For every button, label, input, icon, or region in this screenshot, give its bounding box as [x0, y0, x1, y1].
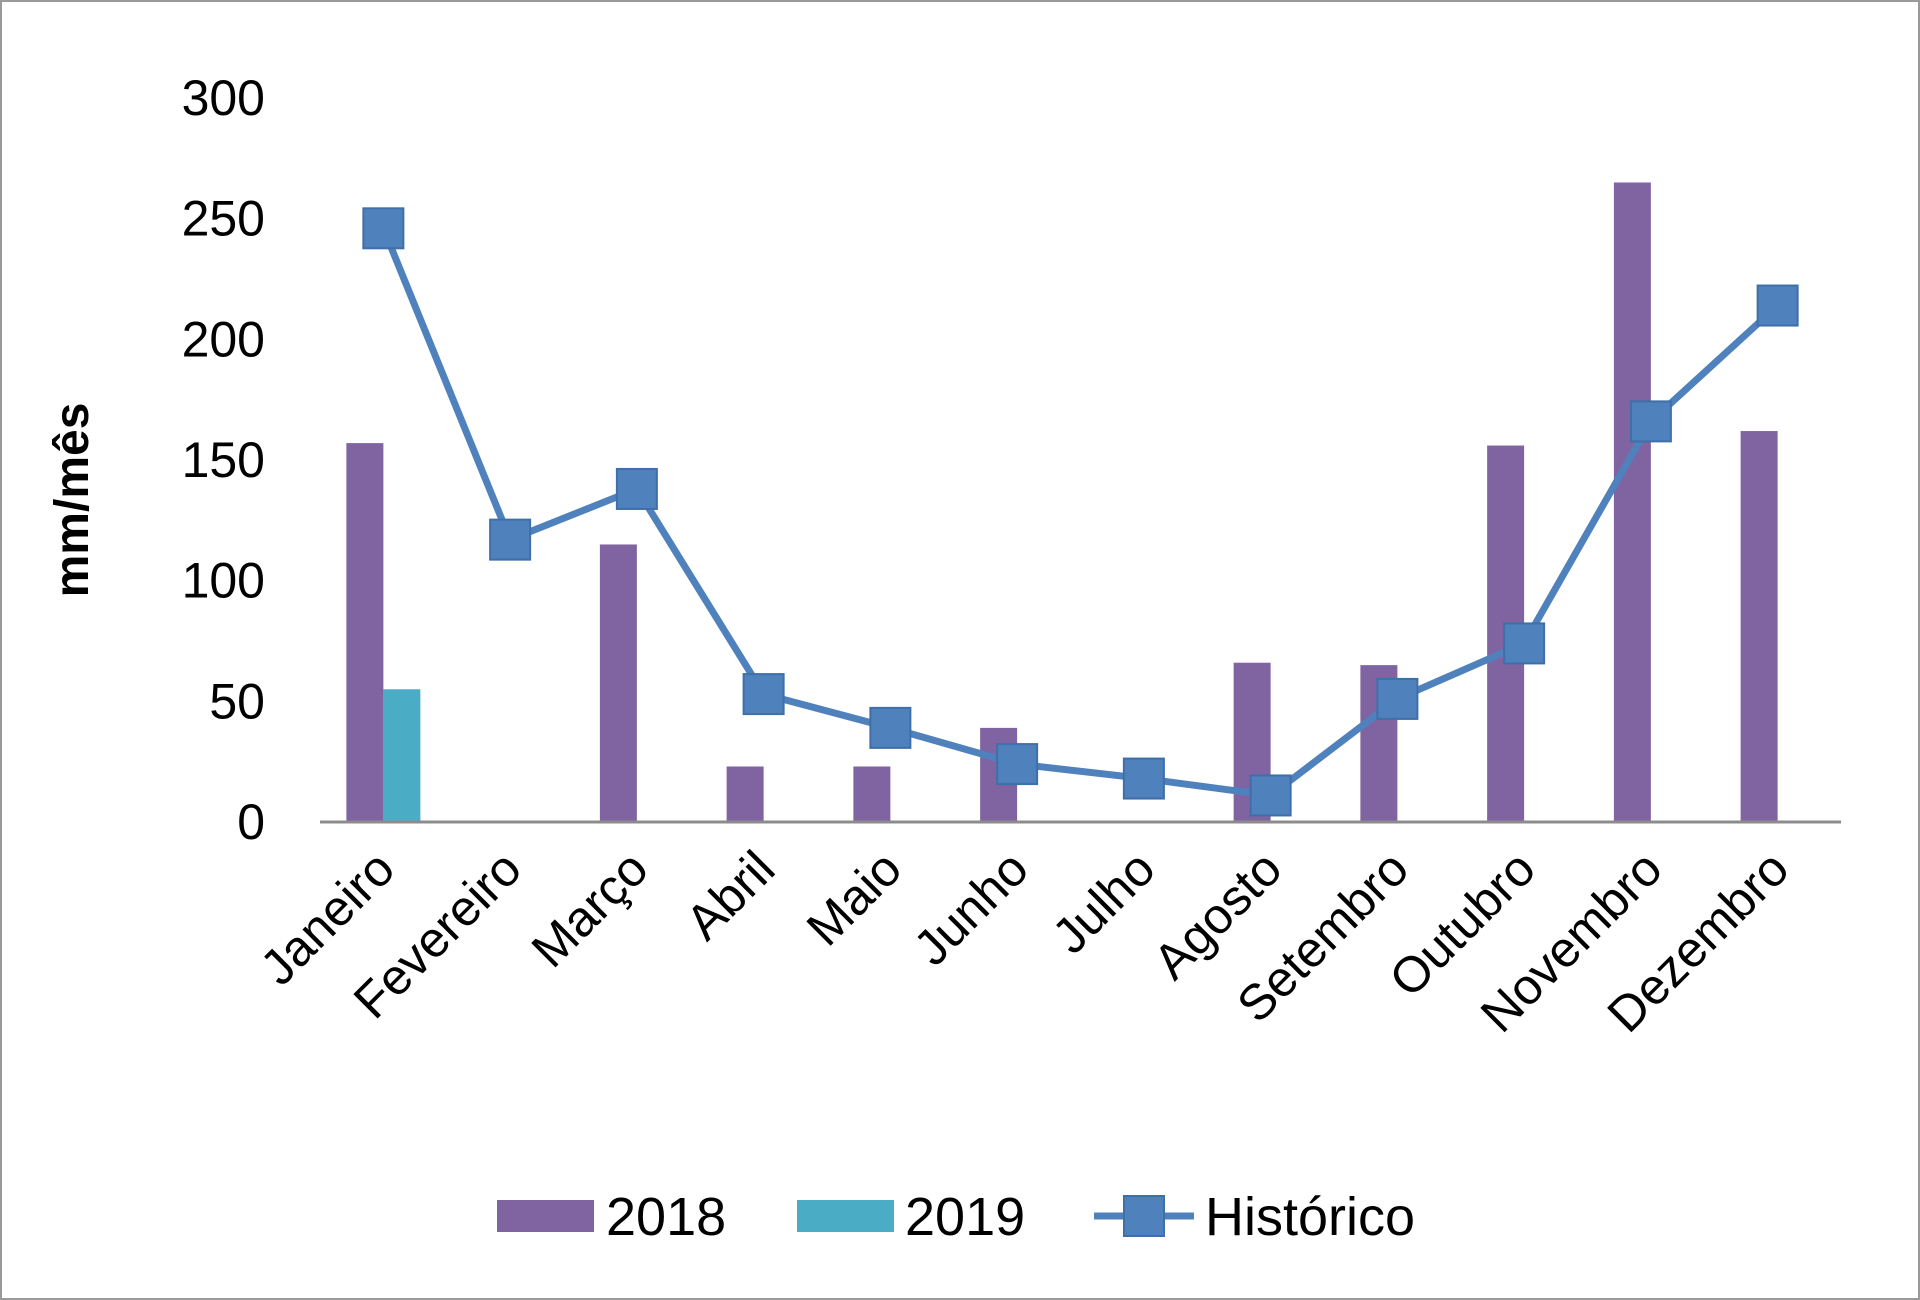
historico-marker-4: [869, 706, 912, 749]
historico-marker-10: [1629, 400, 1672, 443]
x-tick-label: Março: [521, 840, 659, 978]
bar-2018-2: [599, 544, 637, 822]
legend-marker-historico: [1123, 1195, 1165, 1237]
historico-marker-3: [742, 673, 785, 716]
y-tick-label: 200: [182, 311, 265, 367]
bar-2018-11: [1740, 431, 1778, 822]
y-tick-label: 250: [182, 191, 265, 247]
historico-line: [362, 207, 1799, 817]
bar-2018-3: [726, 766, 764, 822]
bar-2018-10: [1613, 182, 1651, 822]
historico-marker-11: [1756, 284, 1799, 327]
historico-marker-0: [362, 207, 405, 250]
y-tick-label: 300: [182, 70, 265, 126]
y-tick-label: 50: [209, 673, 265, 729]
bar-2019-0: [383, 689, 421, 822]
legend-label: 2018: [606, 1187, 726, 1247]
historico-marker-9: [1503, 622, 1546, 665]
historico-marker-8: [1376, 677, 1419, 720]
series-line-historico: [380, 227, 1780, 799]
bar-2018-4: [853, 766, 891, 822]
y-tick-label: 100: [182, 553, 265, 609]
y-axis-title: mm/mês: [46, 403, 99, 598]
y-tick-labels: 0 50 100 150 200 250 300: [182, 70, 265, 850]
historico-marker-7: [1249, 774, 1292, 817]
bar-2018-0: [346, 443, 384, 822]
y-tick-label: 0: [237, 794, 265, 850]
x-tick-label: Abril: [675, 840, 785, 950]
legend-swatch-2019: [797, 1200, 894, 1232]
legend: 2018 2019 Histórico: [497, 1187, 1415, 1247]
historico-marker-5: [996, 743, 1039, 786]
x-tick-label: Junho: [903, 840, 1039, 976]
legend-label: 2019: [905, 1187, 1025, 1247]
y-tick-label: 150: [182, 432, 265, 488]
historico-marker-1: [489, 518, 532, 561]
bars: [346, 182, 1778, 822]
legend-label: Histórico: [1205, 1187, 1415, 1247]
legend-swatch-2018: [497, 1200, 594, 1232]
historico-marker-2: [615, 467, 658, 510]
x-tick-label: Maio: [796, 840, 912, 956]
historico-marker-6: [1122, 757, 1165, 800]
